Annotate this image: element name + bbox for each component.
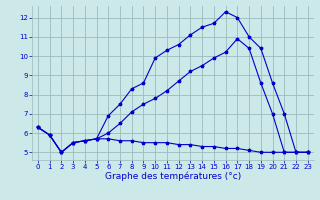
X-axis label: Graphe des températures (°c): Graphe des températures (°c): [105, 172, 241, 181]
